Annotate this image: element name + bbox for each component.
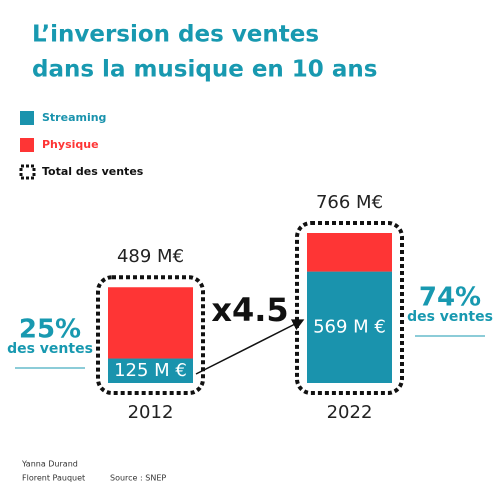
total-outline — [295, 221, 404, 395]
legend-label: Streaming — [42, 111, 106, 124]
x-tick-label: 2022 — [327, 402, 373, 423]
bar-segment — [307, 271, 392, 383]
chart-title: L’inversion des ventes — [32, 22, 319, 48]
bar-segment — [108, 287, 193, 359]
credit: Yanna Durand — [21, 460, 78, 469]
share-value: 74% — [419, 283, 481, 313]
credit: Florent Pauquet — [22, 474, 85, 483]
growth-arrow — [195, 319, 305, 375]
total-label: 766 M€ — [316, 192, 383, 213]
bar-segment — [307, 233, 392, 272]
legend-swatch — [20, 138, 34, 152]
share-text: des ventes — [407, 309, 493, 325]
share-text: des ventes — [7, 341, 93, 357]
share-value: 25% — [19, 315, 81, 345]
legend-swatch — [19, 164, 36, 180]
total-outline — [96, 275, 205, 396]
chart-title: dans la musique en 10 ans — [32, 57, 377, 83]
bar-segment — [108, 358, 193, 383]
total-label: 489 M€ — [117, 246, 184, 267]
legend-swatch — [20, 111, 34, 125]
legend-label: Physique — [42, 138, 99, 151]
growth-label: x4.5 — [211, 291, 288, 329]
value-label: 125 M € — [114, 360, 187, 381]
value-label: 569 M € — [313, 316, 386, 337]
x-tick-label: 2012 — [128, 402, 174, 423]
legend-label: Total des ventes — [42, 165, 144, 178]
credit: Source : SNEP — [110, 474, 166, 483]
